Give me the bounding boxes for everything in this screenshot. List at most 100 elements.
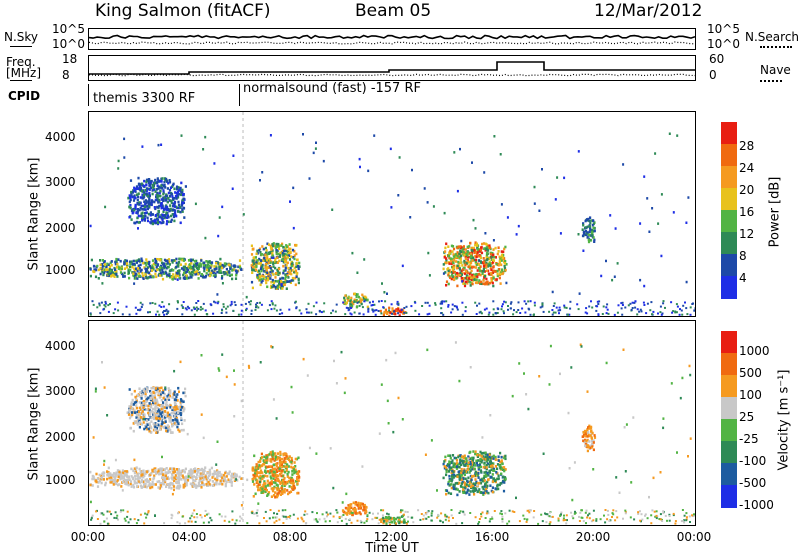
power-cell bbox=[462, 268, 464, 271]
velocity-cell bbox=[293, 468, 295, 471]
velocity-cell bbox=[127, 479, 129, 482]
velocity-cell bbox=[558, 518, 560, 520]
power-cell bbox=[146, 277, 148, 280]
power-cell bbox=[679, 314, 681, 316]
power-cell bbox=[186, 308, 188, 310]
velocity-cell bbox=[153, 400, 155, 403]
power-cell bbox=[178, 261, 180, 264]
power-cell bbox=[252, 248, 254, 251]
velocity-cell bbox=[267, 470, 269, 473]
velocity-cell bbox=[146, 514, 148, 516]
velocity-cell bbox=[584, 435, 586, 438]
velocity-cell bbox=[270, 451, 272, 454]
velocity-cell bbox=[177, 412, 179, 415]
power-cell bbox=[445, 262, 447, 265]
velocity-cell bbox=[397, 517, 399, 519]
power-cell bbox=[151, 269, 153, 272]
power-cell bbox=[248, 301, 250, 303]
power-cell bbox=[158, 211, 160, 214]
velocity-cell bbox=[158, 473, 160, 476]
power-cell bbox=[105, 303, 107, 305]
velocity-cell bbox=[457, 488, 459, 491]
velocity-cell bbox=[406, 523, 408, 525]
power-cell bbox=[143, 180, 145, 183]
power-cell bbox=[289, 200, 291, 203]
power-cell bbox=[269, 271, 271, 274]
velocity-cell bbox=[225, 485, 227, 488]
velocity-cell bbox=[231, 481, 233, 484]
power-cell bbox=[147, 311, 149, 313]
power-cell bbox=[429, 305, 431, 307]
power-cell bbox=[271, 300, 273, 302]
power-cell bbox=[137, 309, 139, 311]
power-cell bbox=[177, 201, 179, 204]
velocity-cell bbox=[524, 518, 526, 520]
velocity-cell bbox=[143, 483, 145, 486]
power-cell bbox=[278, 248, 280, 251]
velocity-cell bbox=[470, 469, 472, 472]
power-cell bbox=[472, 283, 474, 286]
power-cell bbox=[411, 169, 413, 172]
power-cell bbox=[132, 263, 134, 266]
velocity-cell bbox=[220, 480, 222, 483]
power-cell bbox=[93, 265, 95, 268]
power-cell bbox=[654, 152, 656, 155]
power-cell bbox=[293, 227, 295, 230]
power-cell bbox=[259, 275, 261, 278]
velocity-cell bbox=[326, 512, 328, 514]
power-cell bbox=[173, 183, 175, 186]
power-cell bbox=[104, 263, 106, 266]
power-cell bbox=[444, 212, 446, 215]
nave-label: Nave bbox=[760, 63, 791, 77]
velocity-cell bbox=[503, 466, 505, 469]
power-cell bbox=[149, 265, 151, 268]
power-cell bbox=[470, 262, 472, 265]
power-cell bbox=[149, 202, 151, 205]
velocity-cell bbox=[175, 396, 177, 399]
power-cell bbox=[105, 269, 107, 272]
velocity-cell bbox=[103, 478, 105, 481]
power-cell bbox=[142, 304, 144, 306]
power-cell bbox=[151, 200, 153, 203]
power-cell bbox=[443, 272, 445, 275]
velocity-cell bbox=[113, 479, 115, 482]
velocity-cell bbox=[149, 422, 151, 425]
velocity-cell bbox=[471, 466, 473, 469]
velocity-cell bbox=[272, 454, 274, 457]
power-cell bbox=[183, 216, 185, 219]
velocity-cell bbox=[498, 455, 500, 458]
power-cell bbox=[501, 305, 503, 307]
velocity-cell bbox=[499, 452, 501, 455]
power-cell bbox=[291, 265, 293, 268]
power-cell bbox=[163, 314, 165, 316]
power-cell bbox=[645, 312, 647, 314]
power-cell bbox=[263, 257, 265, 260]
power-cell bbox=[240, 314, 242, 316]
velocity-cell bbox=[131, 411, 133, 414]
power-cell bbox=[163, 265, 165, 268]
power-cell bbox=[534, 304, 536, 306]
power-cell bbox=[457, 190, 459, 193]
velocity-cell bbox=[167, 412, 169, 415]
power-cell bbox=[253, 262, 255, 265]
power-cell bbox=[283, 254, 285, 257]
power-cell bbox=[157, 311, 159, 313]
power-cell bbox=[458, 253, 460, 256]
velocity-cell bbox=[279, 453, 281, 456]
velocity-cell bbox=[490, 518, 492, 520]
power-cell bbox=[278, 272, 280, 275]
velocity-cell bbox=[252, 469, 254, 472]
velocity-cell bbox=[172, 419, 174, 422]
power-cell bbox=[215, 262, 217, 265]
power-cell bbox=[490, 253, 492, 256]
velocity-cell bbox=[585, 440, 587, 443]
velocity-cell bbox=[224, 479, 226, 482]
power-cell bbox=[510, 307, 512, 309]
velocity-cell bbox=[137, 394, 139, 397]
power-cell bbox=[362, 306, 364, 308]
power-cell bbox=[397, 308, 399, 311]
velocity-cell bbox=[271, 495, 273, 498]
velocity-cell bbox=[109, 472, 111, 475]
power-cell bbox=[270, 247, 272, 250]
power-cell bbox=[553, 305, 555, 307]
